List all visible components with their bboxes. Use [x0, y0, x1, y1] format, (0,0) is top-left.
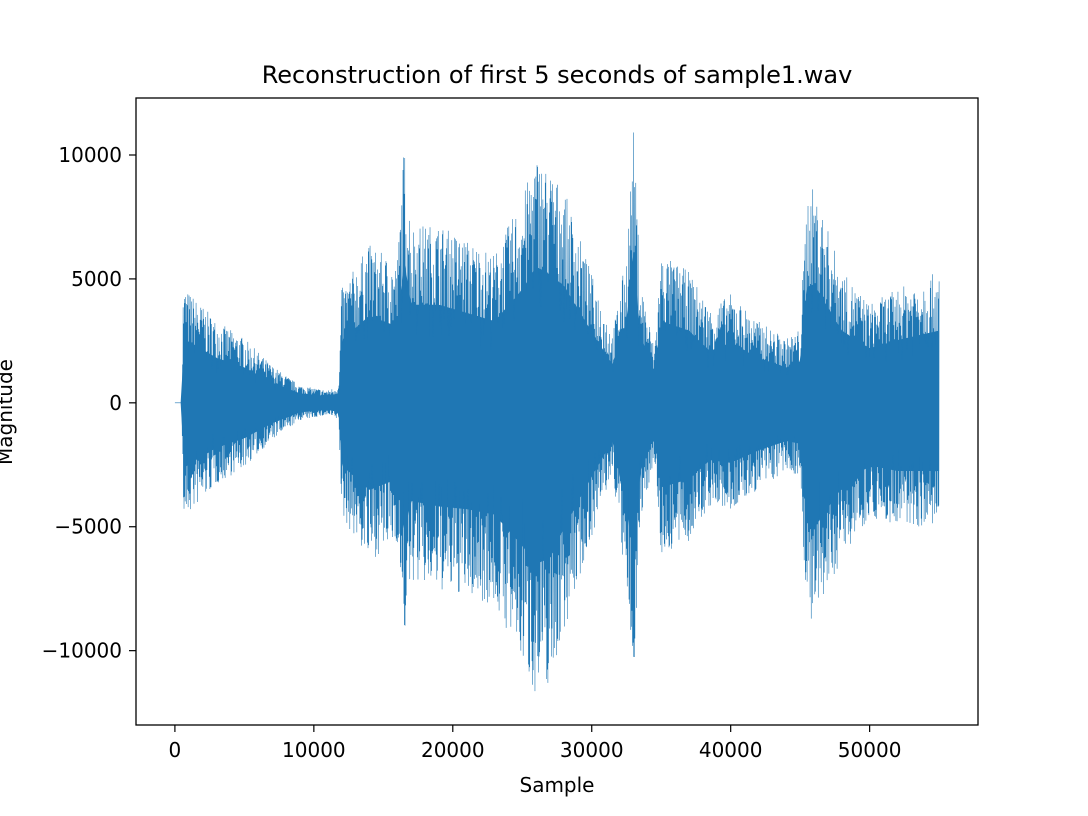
y-tick-label: −5000	[54, 515, 122, 539]
x-axis-label: Sample	[520, 773, 595, 797]
x-tick-label: 40000	[699, 738, 763, 762]
plot-area	[174, 132, 940, 692]
waveform-series-line	[174, 132, 940, 692]
y-axis-ticks: −10000 −5000 0 5000 10000	[42, 143, 136, 663]
x-tick-label: 50000	[838, 738, 902, 762]
x-tick-label: 10000	[282, 738, 346, 762]
y-tick-label: 5000	[71, 267, 122, 291]
y-tick-label: 10000	[58, 143, 122, 167]
x-tick-label: 20000	[421, 738, 485, 762]
x-axis-ticks: 0 10000 20000 30000 40000 50000	[169, 725, 902, 762]
x-tick-label: 0	[169, 738, 182, 762]
chart-title: Reconstruction of first 5 seconds of sam…	[262, 61, 853, 89]
y-tick-label: 0	[109, 391, 122, 415]
axes-frame	[135, 97, 979, 726]
y-tick-label: −10000	[42, 639, 122, 663]
x-tick-label: 30000	[560, 738, 624, 762]
y-axis-label: Magnitude	[0, 359, 17, 465]
